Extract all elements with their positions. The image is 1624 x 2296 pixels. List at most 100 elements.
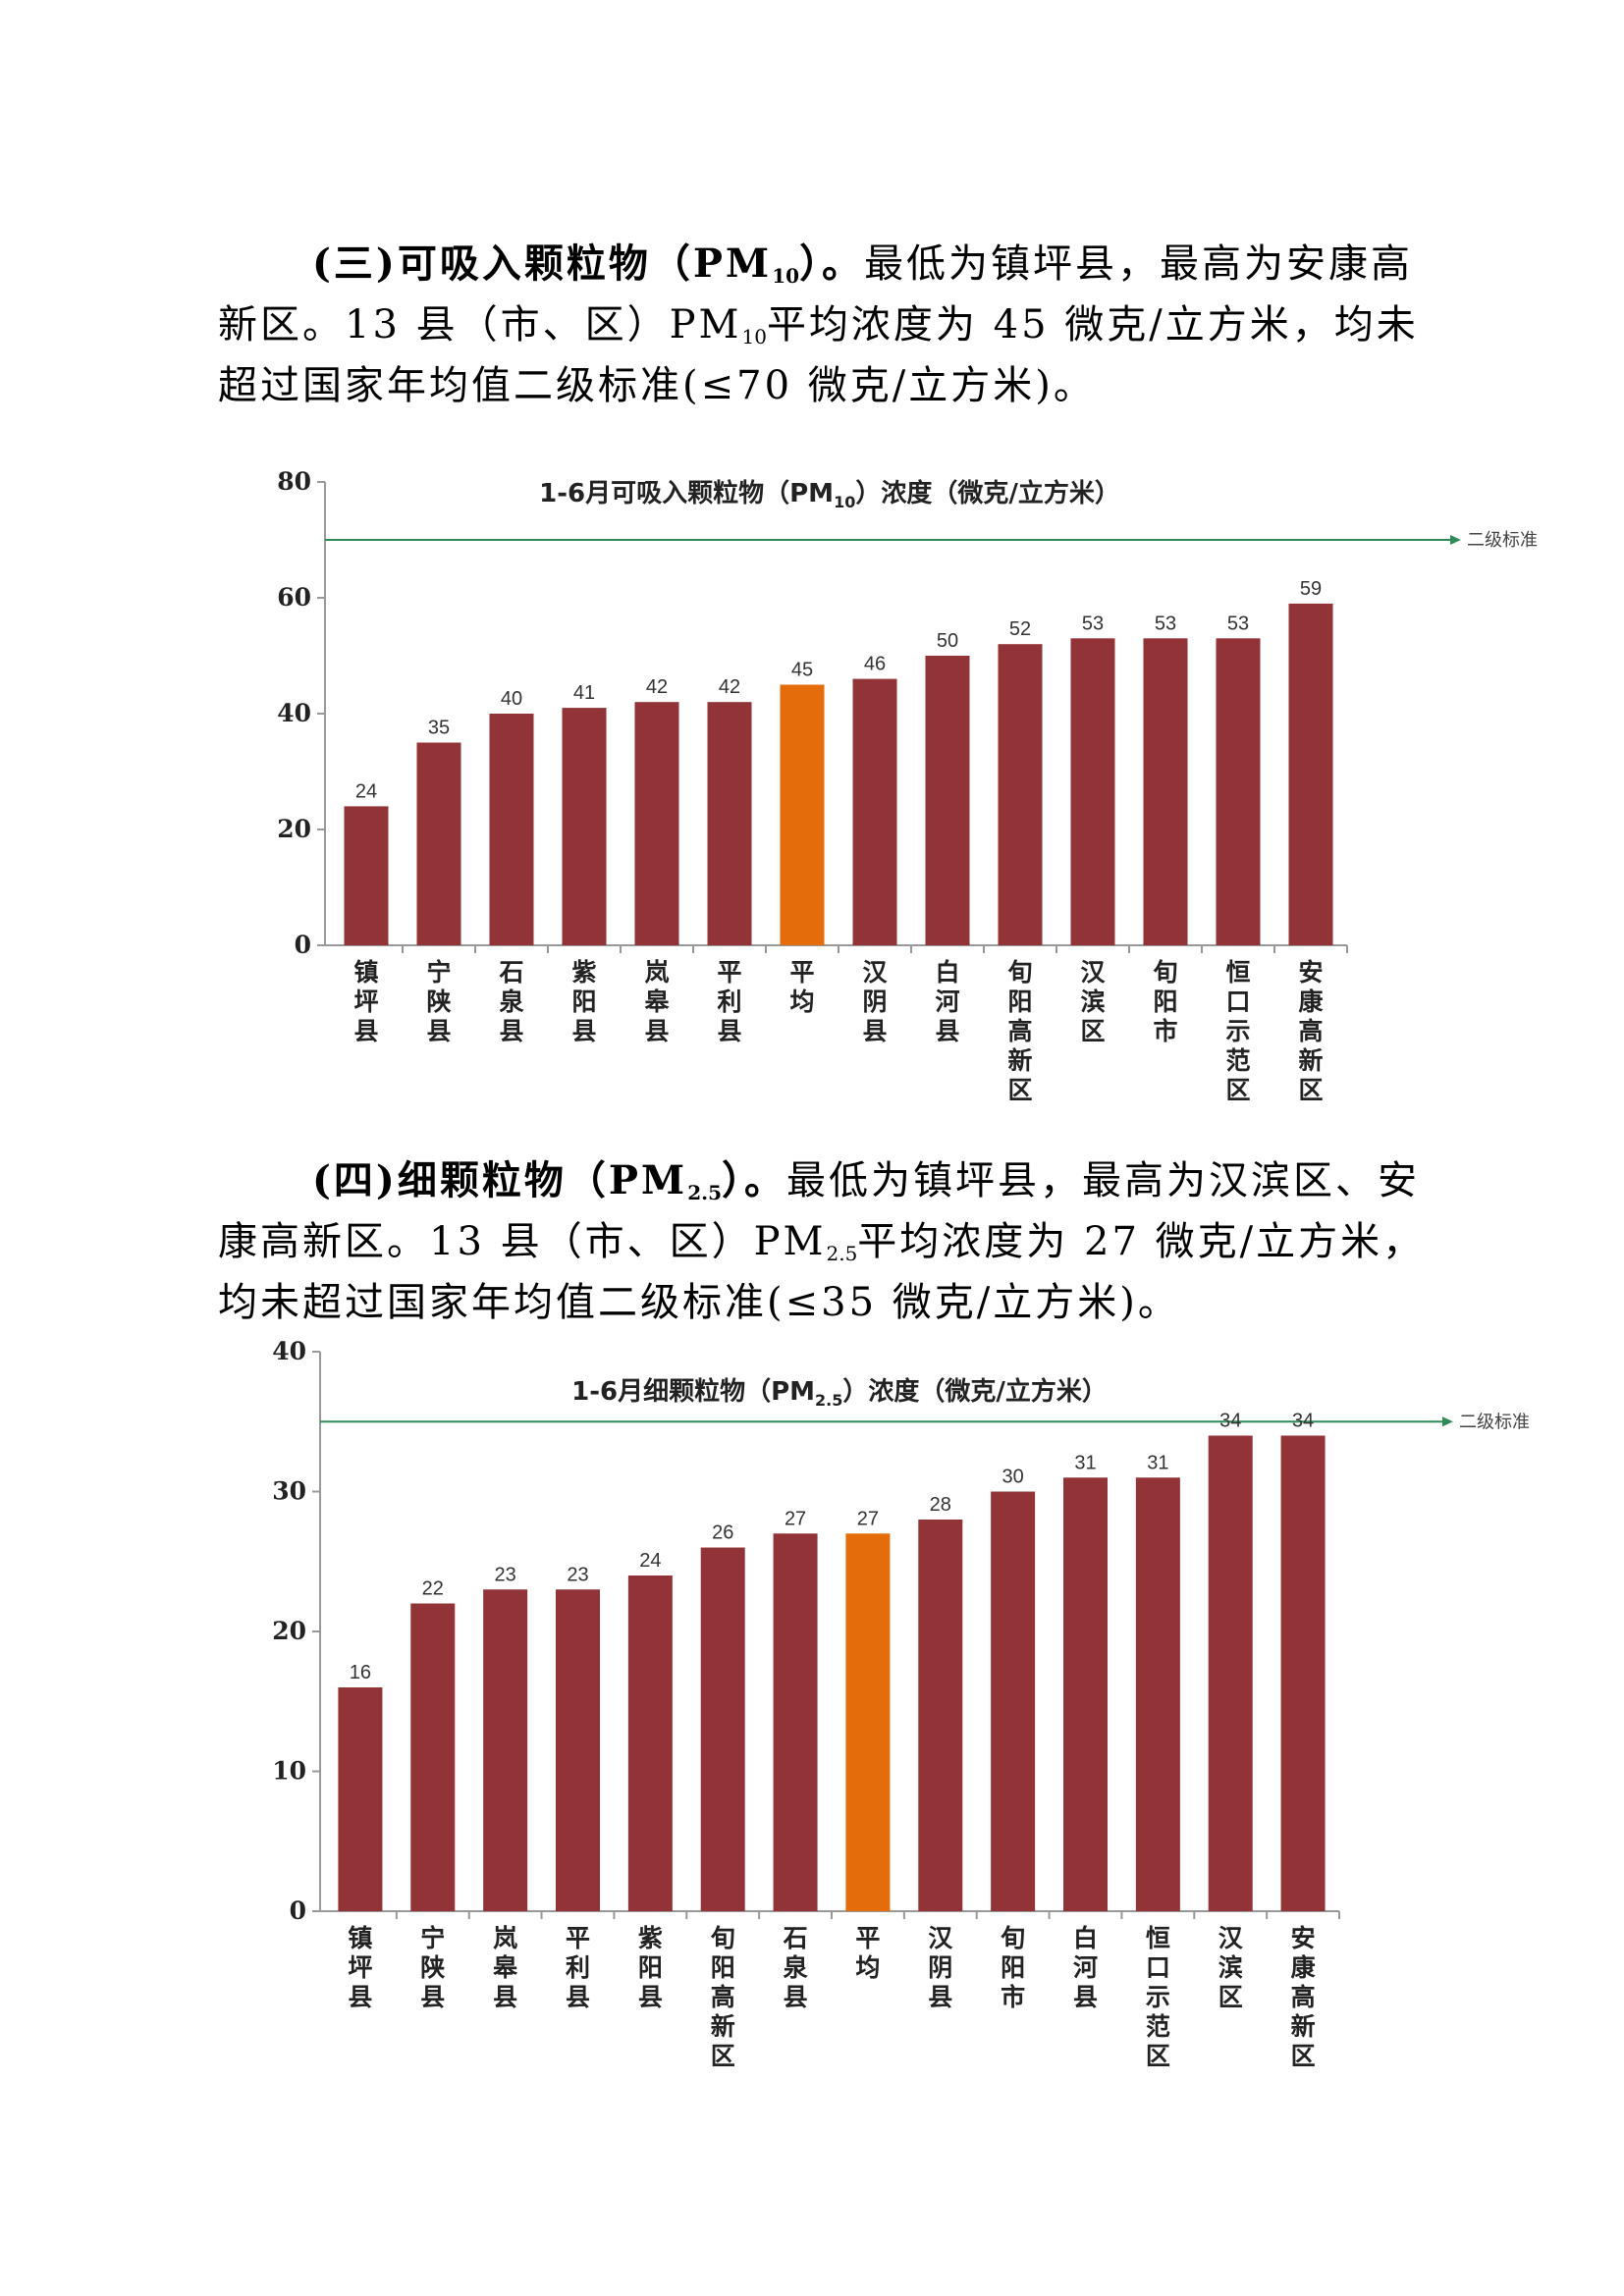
y-tick-label: 40 bbox=[272, 1337, 306, 1365]
bar bbox=[852, 678, 897, 945]
y-tick-label: 80 bbox=[277, 467, 311, 496]
bar-value-label: 27 bbox=[857, 1508, 879, 1529]
category-label: 陕 bbox=[426, 988, 451, 1016]
category-label: 县 bbox=[566, 1983, 590, 2011]
category-label: 皋 bbox=[644, 988, 670, 1016]
bar bbox=[1143, 638, 1188, 945]
category-label: 市 bbox=[1001, 1983, 1025, 2011]
category-label: 县 bbox=[638, 1983, 663, 2011]
bar-value-label: 27 bbox=[785, 1508, 806, 1529]
bar-average bbox=[845, 1533, 891, 1911]
category-label: 镇 bbox=[348, 1924, 372, 1952]
category-label: 康 bbox=[1298, 988, 1324, 1016]
bar-value-label: 42 bbox=[646, 676, 668, 698]
pm25-bar-chart: 0 10 20 30 40 1-6月细颗粒物（PM2.5）浓度（微克/立方米） 二级标准 16… bbox=[272, 1337, 1530, 2070]
bar bbox=[1070, 638, 1115, 945]
category-label: 均 bbox=[789, 988, 814, 1016]
bar bbox=[562, 708, 607, 945]
bar-value-label: 24 bbox=[355, 780, 377, 802]
bar-value-label: 59 bbox=[1300, 578, 1322, 600]
bar-value-label: 22 bbox=[422, 1578, 444, 1600]
bar bbox=[1135, 1477, 1180, 1911]
category-label: 高 bbox=[711, 1983, 735, 2011]
category-label: 新 bbox=[711, 2012, 735, 2041]
bar bbox=[1280, 1435, 1326, 1911]
category-label: 示 bbox=[1225, 1017, 1250, 1045]
bar bbox=[556, 1589, 600, 1911]
category-label: 紫 bbox=[638, 1924, 663, 1952]
pm10-bar-chart: 0 20 40 60 80 1-6月可吸入颗粒物（PM10）浓度（微克/立方米） 二级标准 2… bbox=[277, 467, 1538, 1104]
category-label: 阴 bbox=[928, 1953, 952, 1982]
bar-value-label: 46 bbox=[864, 654, 886, 675]
category-label: 县 bbox=[348, 1983, 372, 2011]
bar bbox=[634, 702, 679, 945]
category-label: 阳 bbox=[638, 1953, 663, 1982]
category-label: 区 bbox=[1007, 1076, 1032, 1104]
category-label: 区 bbox=[1218, 1983, 1243, 2011]
bar bbox=[483, 1589, 528, 1911]
chart-title: 1-6月可吸入颗粒物（PM10）浓度（微克/立方米） bbox=[539, 478, 1120, 511]
bar-value-label: 34 bbox=[1292, 1411, 1314, 1432]
category-label: 岚 bbox=[493, 1924, 517, 1952]
category-label: 县 bbox=[862, 1017, 887, 1045]
y-tick-label: 20 bbox=[272, 1617, 306, 1645]
category-label: 岚 bbox=[644, 958, 669, 987]
bar-value-label: 31 bbox=[1074, 1452, 1096, 1473]
y-tick-label: 60 bbox=[277, 583, 311, 612]
bar-value-label: 28 bbox=[930, 1494, 951, 1516]
category-label: 石 bbox=[498, 958, 523, 987]
category-label: 新 bbox=[1291, 2012, 1316, 2041]
category-label: 泉 bbox=[784, 1953, 808, 1982]
category-label: 坪 bbox=[348, 1953, 372, 1982]
y-tick-label: 40 bbox=[277, 699, 311, 727]
category-label: 县 bbox=[928, 1983, 952, 2011]
category-label: 阳 bbox=[1153, 988, 1177, 1016]
bar-value-label: 53 bbox=[1155, 613, 1176, 634]
section-4-heading: (四)细颗粒物（PM2.5）。 bbox=[312, 1157, 787, 1204]
category-label: 滨 bbox=[1080, 988, 1105, 1016]
category-label: 县 bbox=[493, 1983, 517, 2011]
category-label: 县 bbox=[426, 1017, 451, 1045]
category-label: 旬 bbox=[711, 1924, 735, 1952]
y-tick-label: 30 bbox=[272, 1477, 306, 1506]
category-label: 利 bbox=[717, 988, 741, 1016]
category-label: 范 bbox=[1225, 1046, 1250, 1075]
bar bbox=[1288, 603, 1333, 945]
category-label: 市 bbox=[1153, 1017, 1177, 1045]
category-label: 阴 bbox=[862, 988, 887, 1016]
category-label: 白 bbox=[935, 958, 959, 987]
bar-value-label: 30 bbox=[1002, 1467, 1024, 1488]
category-label: 河 bbox=[1073, 1953, 1098, 1982]
bar-value-label: 31 bbox=[1147, 1452, 1168, 1473]
bar bbox=[925, 656, 970, 945]
bar-value-label: 42 bbox=[719, 676, 740, 698]
category-label: 高 bbox=[1291, 1983, 1316, 2011]
category-label: 阳 bbox=[1001, 1953, 1025, 1982]
category-label: 旬 bbox=[1001, 1924, 1025, 1952]
category-label: 滨 bbox=[1218, 1953, 1243, 1982]
category-label: 康 bbox=[1291, 1953, 1317, 1982]
bar-value-label: 34 bbox=[1219, 1411, 1241, 1432]
category-label: 镇 bbox=[353, 958, 378, 987]
category-label: 区 bbox=[1225, 1076, 1250, 1104]
bar bbox=[489, 714, 534, 945]
bar-value-label: 23 bbox=[567, 1564, 588, 1585]
category-label: 恒 bbox=[1146, 1924, 1170, 1952]
bar-value-label: 26 bbox=[712, 1522, 733, 1544]
category-label: 县 bbox=[784, 1983, 808, 2011]
category-label: 宁 bbox=[420, 1924, 445, 1952]
category-label: 平 bbox=[789, 958, 814, 987]
category-label: 利 bbox=[566, 1953, 590, 1982]
category-label: 旬 bbox=[1007, 958, 1032, 987]
category-label: 平 bbox=[566, 1924, 590, 1952]
category-label: 宁 bbox=[426, 958, 451, 987]
bar-value-label: 23 bbox=[495, 1564, 516, 1585]
category-label: 泉 bbox=[499, 988, 523, 1016]
bar bbox=[627, 1575, 673, 1911]
y-tick-label: 0 bbox=[290, 1896, 306, 1925]
bar bbox=[700, 1547, 745, 1911]
category-label: 县 bbox=[420, 1983, 445, 2011]
category-label: 区 bbox=[1080, 1017, 1105, 1045]
bar-value-label: 35 bbox=[428, 718, 450, 739]
section-3-text: 最低为镇坪县，最高为安康高新区。13 县（市、区）PM10平均浓度为 45 微克… bbox=[218, 241, 1419, 408]
